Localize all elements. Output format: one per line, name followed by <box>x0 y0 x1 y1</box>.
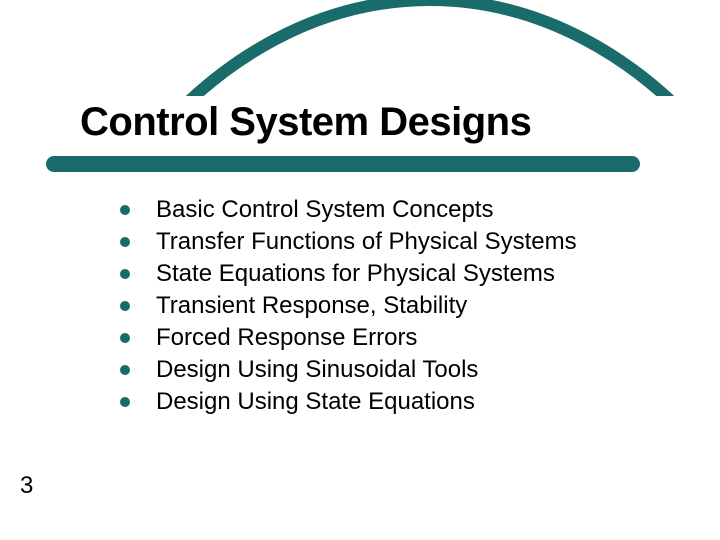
bullet-icon <box>120 397 130 407</box>
list-item: State Equations for Physical Systems <box>120 258 577 290</box>
list-item: Transfer Functions of Physical Systems <box>120 226 577 258</box>
list-item: Design Using State Equations <box>120 386 577 418</box>
bullet-icon <box>120 301 130 311</box>
list-item: Basic Control System Concepts <box>120 194 577 226</box>
bullet-text: Transfer Functions of Physical Systems <box>156 228 577 256</box>
list-item: Forced Response Errors <box>120 322 577 354</box>
bullet-icon <box>120 269 130 279</box>
bullet-icon <box>120 205 130 215</box>
bullet-list: Basic Control System Concepts Transfer Fu… <box>120 194 577 418</box>
bullet-icon <box>120 237 130 247</box>
title-underline <box>46 156 640 172</box>
bullet-icon <box>120 365 130 375</box>
bullet-text: Forced Response Errors <box>156 324 417 352</box>
bullet-text: Basic Control System Concepts <box>156 196 493 224</box>
slide: Control System Designs Basic Control Sys… <box>0 0 720 540</box>
bullet-text: Design Using State Equations <box>156 388 475 416</box>
bullet-text: Transient Response, Stability <box>156 292 467 320</box>
bullet-text: State Equations for Physical Systems <box>156 260 555 288</box>
slide-title: Control System Designs <box>80 100 531 145</box>
bullet-icon <box>120 333 130 343</box>
bullet-text: Design Using Sinusoidal Tools <box>156 356 478 384</box>
page-number: 3 <box>20 472 33 500</box>
list-item: Transient Response, Stability <box>120 290 577 322</box>
list-item: Design Using Sinusoidal Tools <box>120 354 577 386</box>
